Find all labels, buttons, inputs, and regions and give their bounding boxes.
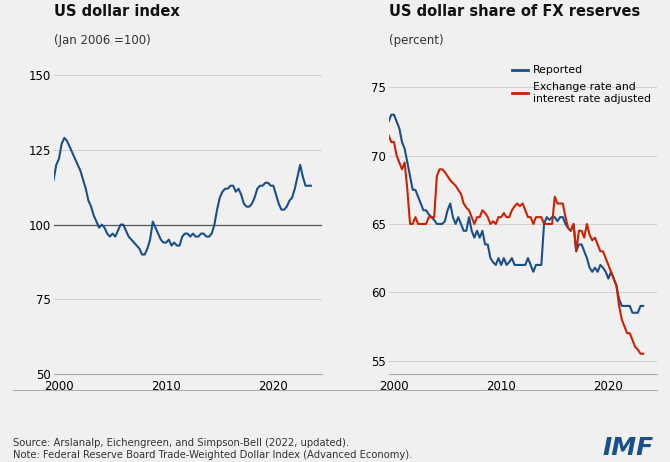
Exchange rate and
interest rate adjusted <box>398 167 406 172</box>
Exchange rate and
interest rate adjusted <box>382 133 390 138</box>
Reported <box>379 133 387 138</box>
Reported <box>527 262 535 267</box>
Text: IMF: IMF <box>602 436 653 460</box>
Exchange rate and
interest rate adjusted <box>527 214 535 220</box>
Text: (percent): (percent) <box>389 35 444 48</box>
Exchange rate and
interest rate adjusted <box>580 235 588 240</box>
Reported <box>398 139 406 145</box>
Reported <box>387 112 395 117</box>
Reported <box>545 217 553 223</box>
Text: US dollar share of FX reserves: US dollar share of FX reserves <box>389 4 640 19</box>
Reported <box>403 160 411 165</box>
Reported <box>505 260 513 265</box>
Exchange rate and
interest rate adjusted <box>403 187 411 193</box>
Exchange rate and
interest rate adjusted <box>636 351 645 357</box>
Text: Source: Arslanalp, Eichengreen, and Simpson-Bell (2022, updated).
Note: Federal : Source: Arslanalp, Eichengreen, and Simp… <box>13 438 413 460</box>
Exchange rate and
interest rate adjusted <box>545 221 553 227</box>
Exchange rate and
interest rate adjusted <box>505 214 513 220</box>
Reported <box>639 303 647 309</box>
Legend: Reported, Exchange rate and
interest rate adjusted: Reported, Exchange rate and interest rat… <box>511 66 651 103</box>
Line: Reported: Reported <box>383 115 643 313</box>
Text: (Jan 2006 =100): (Jan 2006 =100) <box>54 35 150 48</box>
Exchange rate and
interest rate adjusted <box>639 351 647 357</box>
Reported <box>580 249 588 254</box>
Exchange rate and
interest rate adjusted <box>379 139 387 145</box>
Text: US dollar index: US dollar index <box>54 4 180 19</box>
Reported <box>628 310 636 316</box>
Line: Exchange rate and
interest rate adjusted: Exchange rate and interest rate adjusted <box>383 135 643 354</box>
